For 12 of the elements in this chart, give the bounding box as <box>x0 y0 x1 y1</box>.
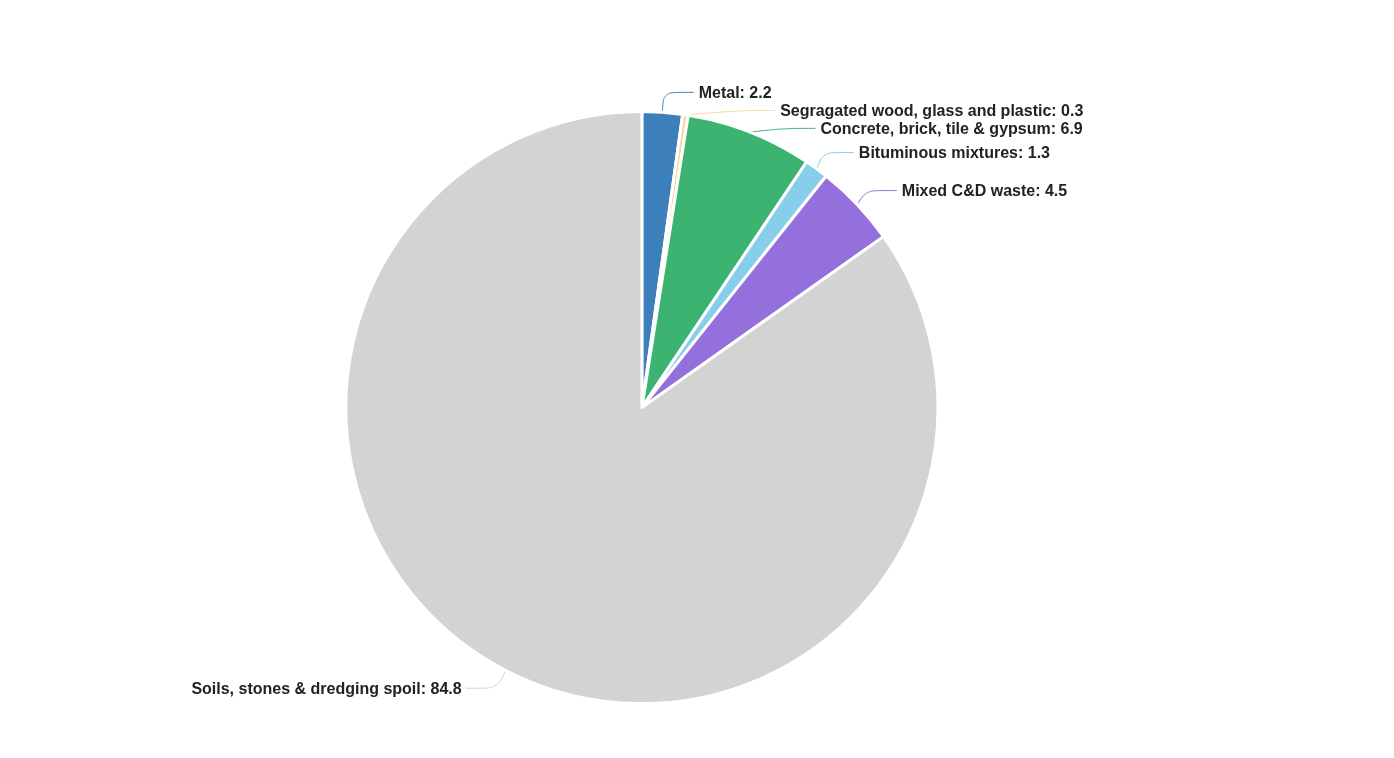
data-label: : 2.2 <box>739 83 772 101</box>
slice-label: Concrete, brick, tile & gypsum <box>820 119 1051 137</box>
data-label: : 84.8 <box>420 679 462 697</box>
slice-label: Bituminous mixtures <box>858 144 1019 162</box>
data-label: : 4.5 <box>1035 182 1068 200</box>
slice-label: Segragated wood, glass and plastic <box>780 101 1052 119</box>
data-label: : 6.9 <box>1050 119 1083 137</box>
slice-label: Soils, stones & dredging spoil <box>191 679 421 697</box>
slice-label: Metal <box>698 83 740 101</box>
slice-label: Mixed C&D waste <box>901 182 1036 200</box>
data-label: : 1.3 <box>1017 144 1051 162</box>
data-label: : 0.3 <box>1051 101 1084 119</box>
